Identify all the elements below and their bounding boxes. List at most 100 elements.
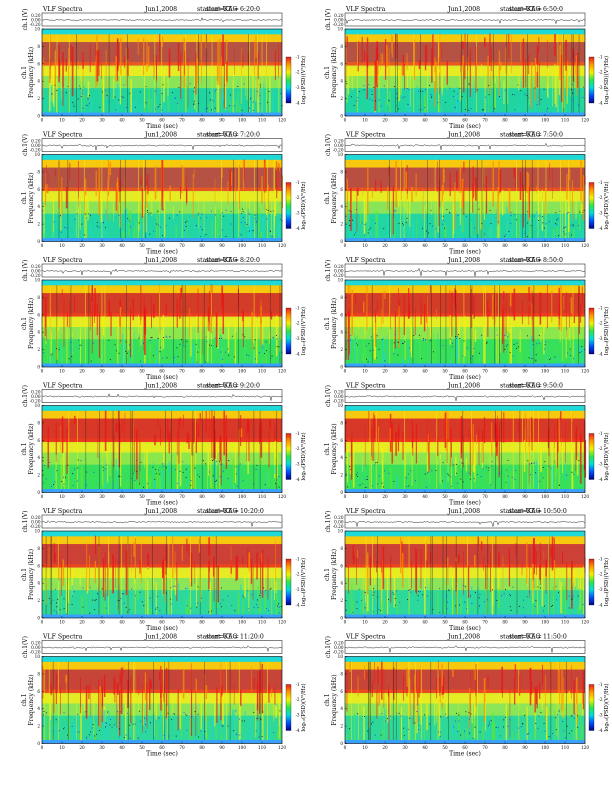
spectrogram-dot	[116, 350, 118, 352]
panel-date: Jun1,2008	[447, 634, 480, 641]
spectrogram-dot	[583, 86, 584, 88]
spectrogram-streak	[221, 92, 224, 103]
spectrogram-dot	[122, 593, 124, 595]
spectrogram-streak	[469, 687, 471, 730]
time-tick-label: 70	[179, 494, 185, 499]
spectrogram-dot	[125, 734, 127, 736]
spectrogram-streak	[463, 551, 464, 597]
spectrogram-streak	[60, 564, 62, 596]
colorbar-tick-label: -1	[296, 54, 300, 59]
spectrogram-streak	[375, 310, 377, 347]
spectrogram-streak	[515, 543, 517, 558]
spectrogram-dot	[165, 467, 167, 469]
spectrogram-dot	[108, 101, 110, 103]
trace-tick-label: 0.20	[31, 389, 41, 394]
freq-tick-label: 10	[35, 152, 41, 157]
spectrogram-streak	[221, 347, 223, 364]
spectrogram-streak	[214, 461, 217, 485]
spectrogram-streak	[387, 215, 389, 239]
spectrogram-dot	[278, 346, 280, 348]
spectrogram-streak	[459, 200, 461, 223]
spectrogram-dot	[118, 736, 120, 738]
spectrogram-streak	[450, 593, 452, 615]
spectrogram-dot	[347, 340, 349, 342]
spectrogram-streak	[119, 74, 121, 105]
spectrogram-sferic	[462, 410, 464, 490]
panel-start-time: 7:20:0	[240, 132, 260, 139]
trace-ylabel: ch.1(V)	[325, 260, 332, 282]
spectrogram-dot	[562, 721, 564, 722]
spectrogram-sferic	[118, 410, 120, 490]
spectrogram-streak	[189, 718, 191, 741]
spectrogram-dot	[504, 334, 506, 336]
spectrogram-streak	[178, 418, 180, 464]
spectrogram-streak	[211, 718, 214, 741]
spectrogram-dot	[383, 486, 385, 488]
spectrogram-streak	[43, 580, 45, 591]
spectrogram-dot	[172, 586, 174, 587]
spectrogram-streak	[578, 718, 580, 738]
spectrogram-dot	[104, 722, 106, 723]
spectrogram-dot	[221, 606, 223, 608]
spectrogram-streak	[494, 422, 496, 436]
time-tick-label: 30	[99, 118, 105, 123]
spectrogram-sferic	[440, 285, 441, 364]
spectrogram-dot	[266, 608, 268, 609]
spectrogram-streak	[144, 308, 147, 335]
spectrogram-sferic	[466, 536, 468, 615]
spectrogram-streak	[258, 608, 260, 615]
spectrogram-streak	[429, 599, 431, 615]
spectrogram-streak	[146, 453, 148, 480]
spectrogram-dot	[550, 605, 552, 607]
time-tick-label: 80	[199, 745, 205, 750]
spectrogram-streak	[473, 604, 475, 615]
spectrogram-dot	[223, 84, 225, 86]
spectrogram-dot	[524, 714, 526, 716]
spectrogram-dot	[127, 218, 129, 220]
spectrogram-dot	[567, 352, 569, 354]
spectrogram-streak	[496, 227, 498, 239]
spectrogram-streak	[564, 463, 567, 480]
trace-ylabel: ch.1(V)	[325, 9, 332, 31]
spectrogram-dot	[450, 476, 452, 478]
spectrogram-streak	[246, 191, 247, 227]
spectrogram-streak	[438, 65, 440, 73]
spectrogram-streak	[144, 672, 147, 701]
spectrogram-streak	[473, 442, 476, 473]
spectrogram-dot	[110, 718, 112, 720]
colorbar-label: log₁₀(PSD)(V²/Hz)	[300, 307, 307, 355]
spectrogram-dot	[81, 223, 83, 225]
spectrogram-streak	[47, 426, 50, 469]
spectrogram-upperband	[42, 410, 282, 419]
time-tick-label: 100	[541, 745, 549, 750]
spectrogram-streak	[267, 599, 270, 615]
spectrogram-dot	[422, 340, 424, 342]
spectrogram-streak	[84, 480, 86, 490]
spectrogram-dot	[94, 735, 95, 737]
spectrogram-dot	[127, 712, 129, 714]
spectrogram-streak	[390, 209, 391, 233]
trace-ylabel: ch.1(V)	[22, 9, 29, 31]
spectrogram-sferic	[145, 159, 146, 239]
spectrogram-streak	[582, 703, 583, 716]
colorbar-tick-label: -4	[296, 226, 300, 231]
freq-tick-label: 10	[35, 403, 41, 408]
spectrogram-dot	[372, 349, 374, 351]
colorbar-label: log₁₀(PSD)(V²/Hz)	[603, 683, 610, 731]
spectrogram-streak	[368, 411, 370, 438]
freq-tick-label: 6	[340, 312, 343, 317]
spectrogram-streak	[573, 680, 575, 715]
spectrogram-streak	[149, 678, 151, 711]
spectrogram-dot	[252, 101, 254, 103]
spectrogram-streak	[474, 186, 475, 196]
spectrogram-sferic	[181, 159, 183, 239]
freq-tick-label: 10	[338, 278, 344, 283]
spectrogram-dot	[227, 595, 229, 597]
spectrogram-dot	[426, 595, 428, 597]
spectrogram-streak	[462, 55, 464, 72]
spectrogram-streak	[447, 411, 449, 439]
spectrogram-dot	[488, 84, 490, 86]
spectrogram-streak	[362, 572, 364, 614]
trace-ylabel: ch.1(V)	[325, 511, 332, 533]
spectrogram-streak	[234, 717, 236, 741]
